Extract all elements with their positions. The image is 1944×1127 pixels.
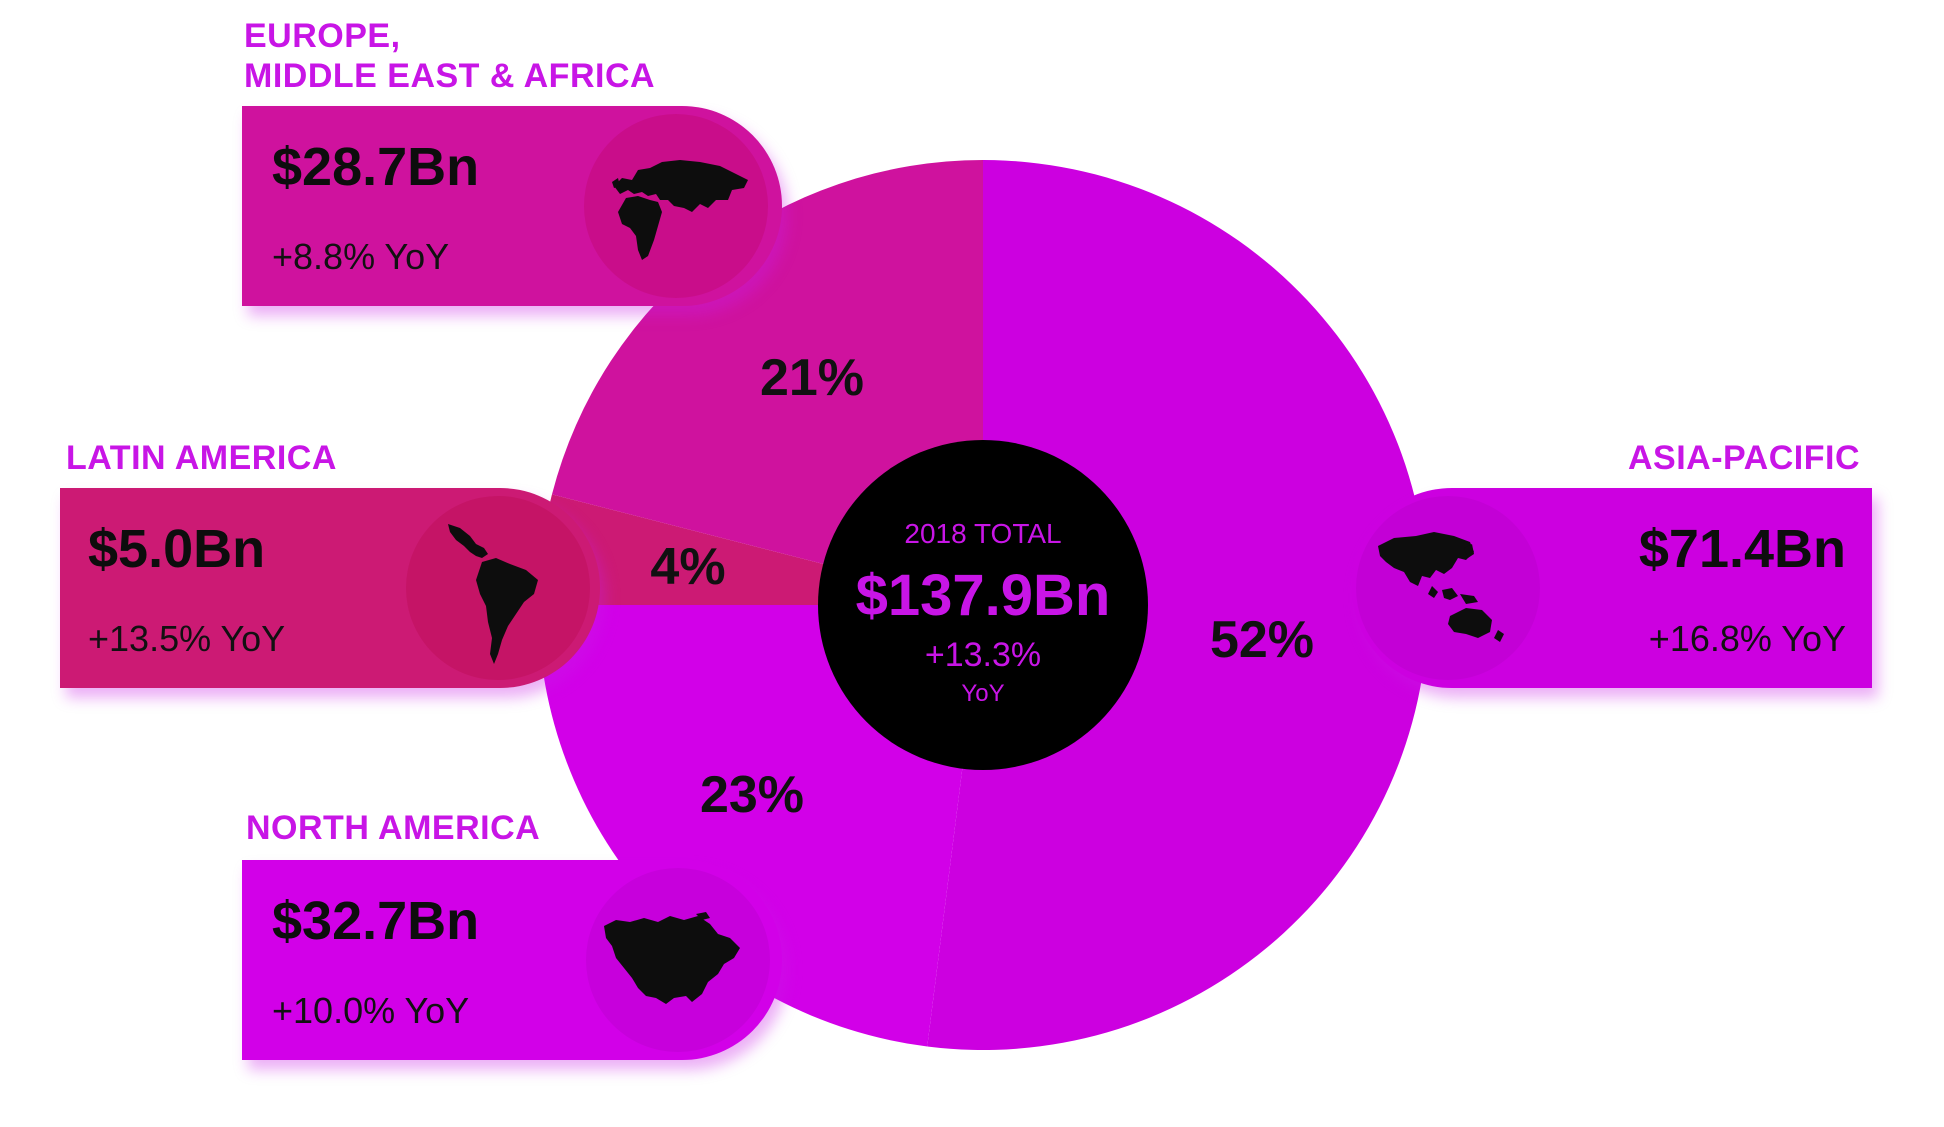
callout-card-apac: $71.4Bn +16.8% YoY — [1352, 488, 1872, 688]
slice-label-emea: 21% — [759, 349, 865, 407]
region-value-latam: $5.0Bn — [88, 519, 266, 579]
region-yoy-latam: +13.5% YoY — [88, 618, 286, 659]
slice-label-latam: 4% — [650, 538, 726, 596]
callout-card-emea: $28.7Bn +8.8% YoY — [242, 106, 782, 306]
callout-card-na: $32.7Bn +10.0% YoY — [242, 860, 782, 1060]
asia-pacific-map-icon — [1378, 532, 1504, 642]
total-label: 2018 TOTAL — [904, 518, 1062, 549]
slice-label-apac: 52% — [1209, 611, 1315, 669]
slice-apac — [927, 160, 1429, 1050]
callout-card-latam: $5.0Bn +13.5% YoY — [60, 488, 600, 688]
region-yoy-apac: +16.8% YoY — [1648, 618, 1846, 659]
map-badge-apac — [1356, 496, 1540, 680]
total-value: $137.9Bn — [855, 563, 1111, 628]
total-growth-unit: YoY — [961, 680, 1005, 707]
region-value-apac: $71.4Bn — [1638, 519, 1846, 579]
region-value-emea: $28.7Bn — [272, 137, 480, 197]
north-america-map-icon — [604, 912, 740, 1004]
region-title-na: NORTH AMERICA — [246, 809, 541, 847]
region-yoy-emea: +8.8% YoY — [272, 236, 450, 277]
region-value-na: $32.7Bn — [272, 891, 480, 951]
eurasia-africa-map-icon — [612, 160, 748, 260]
region-yoy-na: +10.0% YoY — [272, 990, 470, 1031]
center-circle — [818, 440, 1148, 770]
region-title-apac: ASIA-PACIFIC — [1627, 439, 1860, 477]
region-title-latam: LATIN AMERICA — [66, 439, 337, 477]
total-growth: +13.3% — [924, 636, 1042, 674]
slice-label-na: 23% — [699, 766, 805, 824]
south-america-map-icon — [448, 524, 538, 664]
region-title-emea: EUROPE, MIDDLE EAST & AFRICA — [244, 17, 656, 95]
